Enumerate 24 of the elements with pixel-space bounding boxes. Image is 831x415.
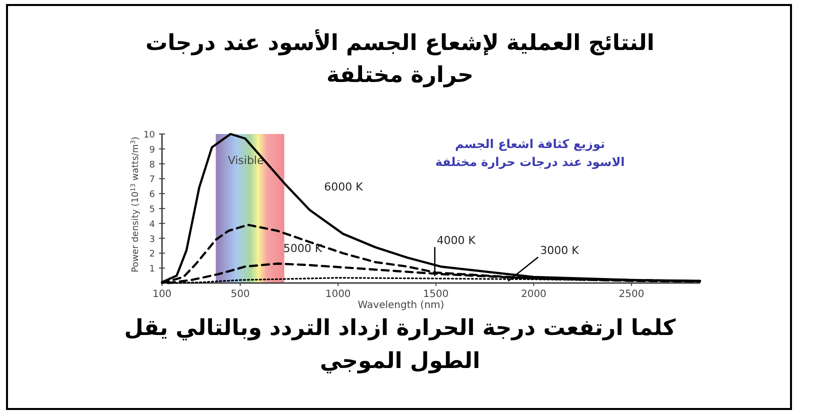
y-tick-label: 4 xyxy=(149,220,156,230)
y-tick-label: 9 xyxy=(149,145,156,156)
text: 4000 K xyxy=(436,234,476,248)
x-tick-label: 1000 xyxy=(325,289,351,300)
chart-title: النتائج العملية لإشعاع الجسم الأسود عند درجات حرارة مختلفة xyxy=(146,29,654,88)
y-tick-label: 6 xyxy=(149,190,156,200)
x-tick-label: 500 xyxy=(230,289,250,300)
text: توزيع كثافة اشعاع الجسم الاسود عند درجات حرارة مختلفة xyxy=(435,137,625,169)
y-tick-label: 1 xyxy=(149,264,155,275)
text: 3000 K xyxy=(540,244,580,258)
text: كلما ارتفعت درجة الحرارة ازداد التردد وبالتالي يقل الطول الموجي xyxy=(124,316,676,374)
x-tick-label: 100 xyxy=(152,289,172,300)
y-tick-label: 3 xyxy=(149,234,155,245)
y-tick-label: 7 xyxy=(149,175,155,186)
y-tick-label: 8 xyxy=(149,160,156,170)
x-tick-label: 1500 xyxy=(423,289,449,300)
x-tick-label: 2500 xyxy=(618,289,644,300)
y-tick-label: 10 xyxy=(144,130,156,140)
y-tick-label: 2 xyxy=(149,250,155,260)
series-label: 5000 K xyxy=(283,242,323,255)
x-tick-label: 2000 xyxy=(520,289,546,300)
x-axis-title: Wavelength (nm) xyxy=(358,300,444,311)
y-tick-label: 5 xyxy=(149,205,155,215)
series-label: 6000 K xyxy=(324,180,364,194)
